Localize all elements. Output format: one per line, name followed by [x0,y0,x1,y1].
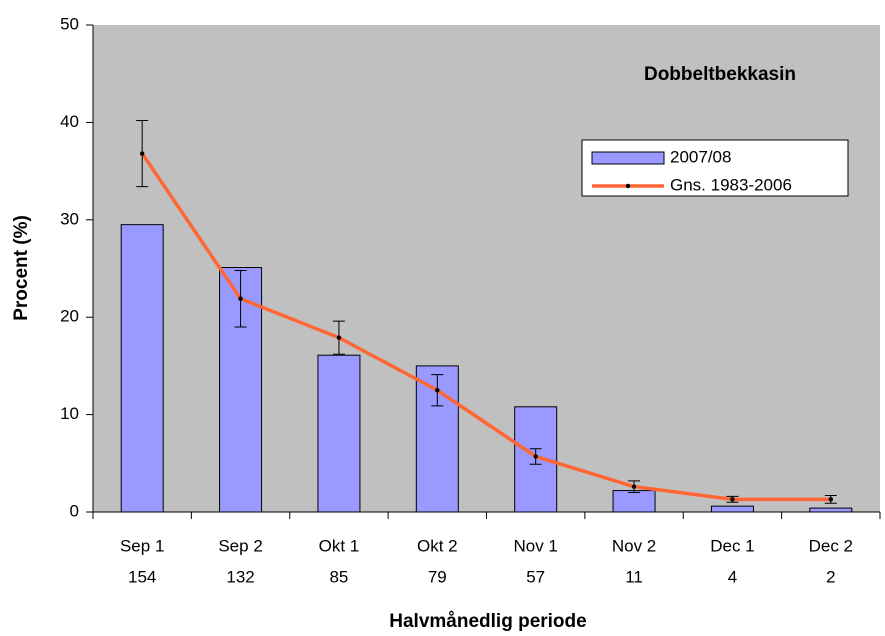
x-tick-count: 132 [226,567,254,586]
legend-label: 2007/08 [670,147,731,166]
bar [120,224,164,513]
point [533,454,538,459]
x-tick-count: 4 [728,567,737,586]
legend-swatch [591,151,665,165]
x-tick-label: Dec 2 [809,536,853,555]
legend-point [625,183,631,189]
x-tick-count: 154 [128,567,156,586]
bar [710,505,754,513]
y-tick-label: 10 [60,404,79,423]
y-tick-label: 30 [60,209,79,228]
plot-area [93,25,880,512]
x-tick-label: Okt 2 [417,536,458,555]
x-tick-label: Okt 1 [319,536,360,555]
y-tick-label: 40 [60,112,79,131]
x-axis-label: Halvmånedlig periode [389,611,586,632]
x-tick-count: 11 [625,567,643,586]
legend-label: Gns. 1983-2006 [670,175,792,194]
y-tick-label: 50 [60,14,79,33]
y-axis-label: Procent (%) [11,215,32,321]
point [631,484,637,489]
x-tick-label: Sep 1 [120,536,164,555]
point [238,296,243,301]
bar [809,507,853,513]
point [730,497,735,502]
chart-title: Dobbeltbekkasin [644,64,796,85]
x-tick-count: 2 [826,567,835,586]
x-tick-label: Nov 2 [612,536,656,555]
x-tick-count: 79 [428,567,447,586]
x-tick-count: 57 [526,567,545,586]
x-tick-label: Nov 1 [513,536,557,555]
x-tick-label: Sep 2 [218,536,262,555]
bar [317,354,361,513]
point [139,151,145,156]
point [828,497,834,502]
line [140,152,831,502]
y-tick-label: 20 [60,307,79,326]
bar [612,490,656,513]
x-tick-count: 85 [329,567,348,586]
point [336,335,342,340]
y-tick-label: 0 [70,501,79,520]
x-tick-label: Dec 1 [710,536,754,555]
point [435,388,440,393]
